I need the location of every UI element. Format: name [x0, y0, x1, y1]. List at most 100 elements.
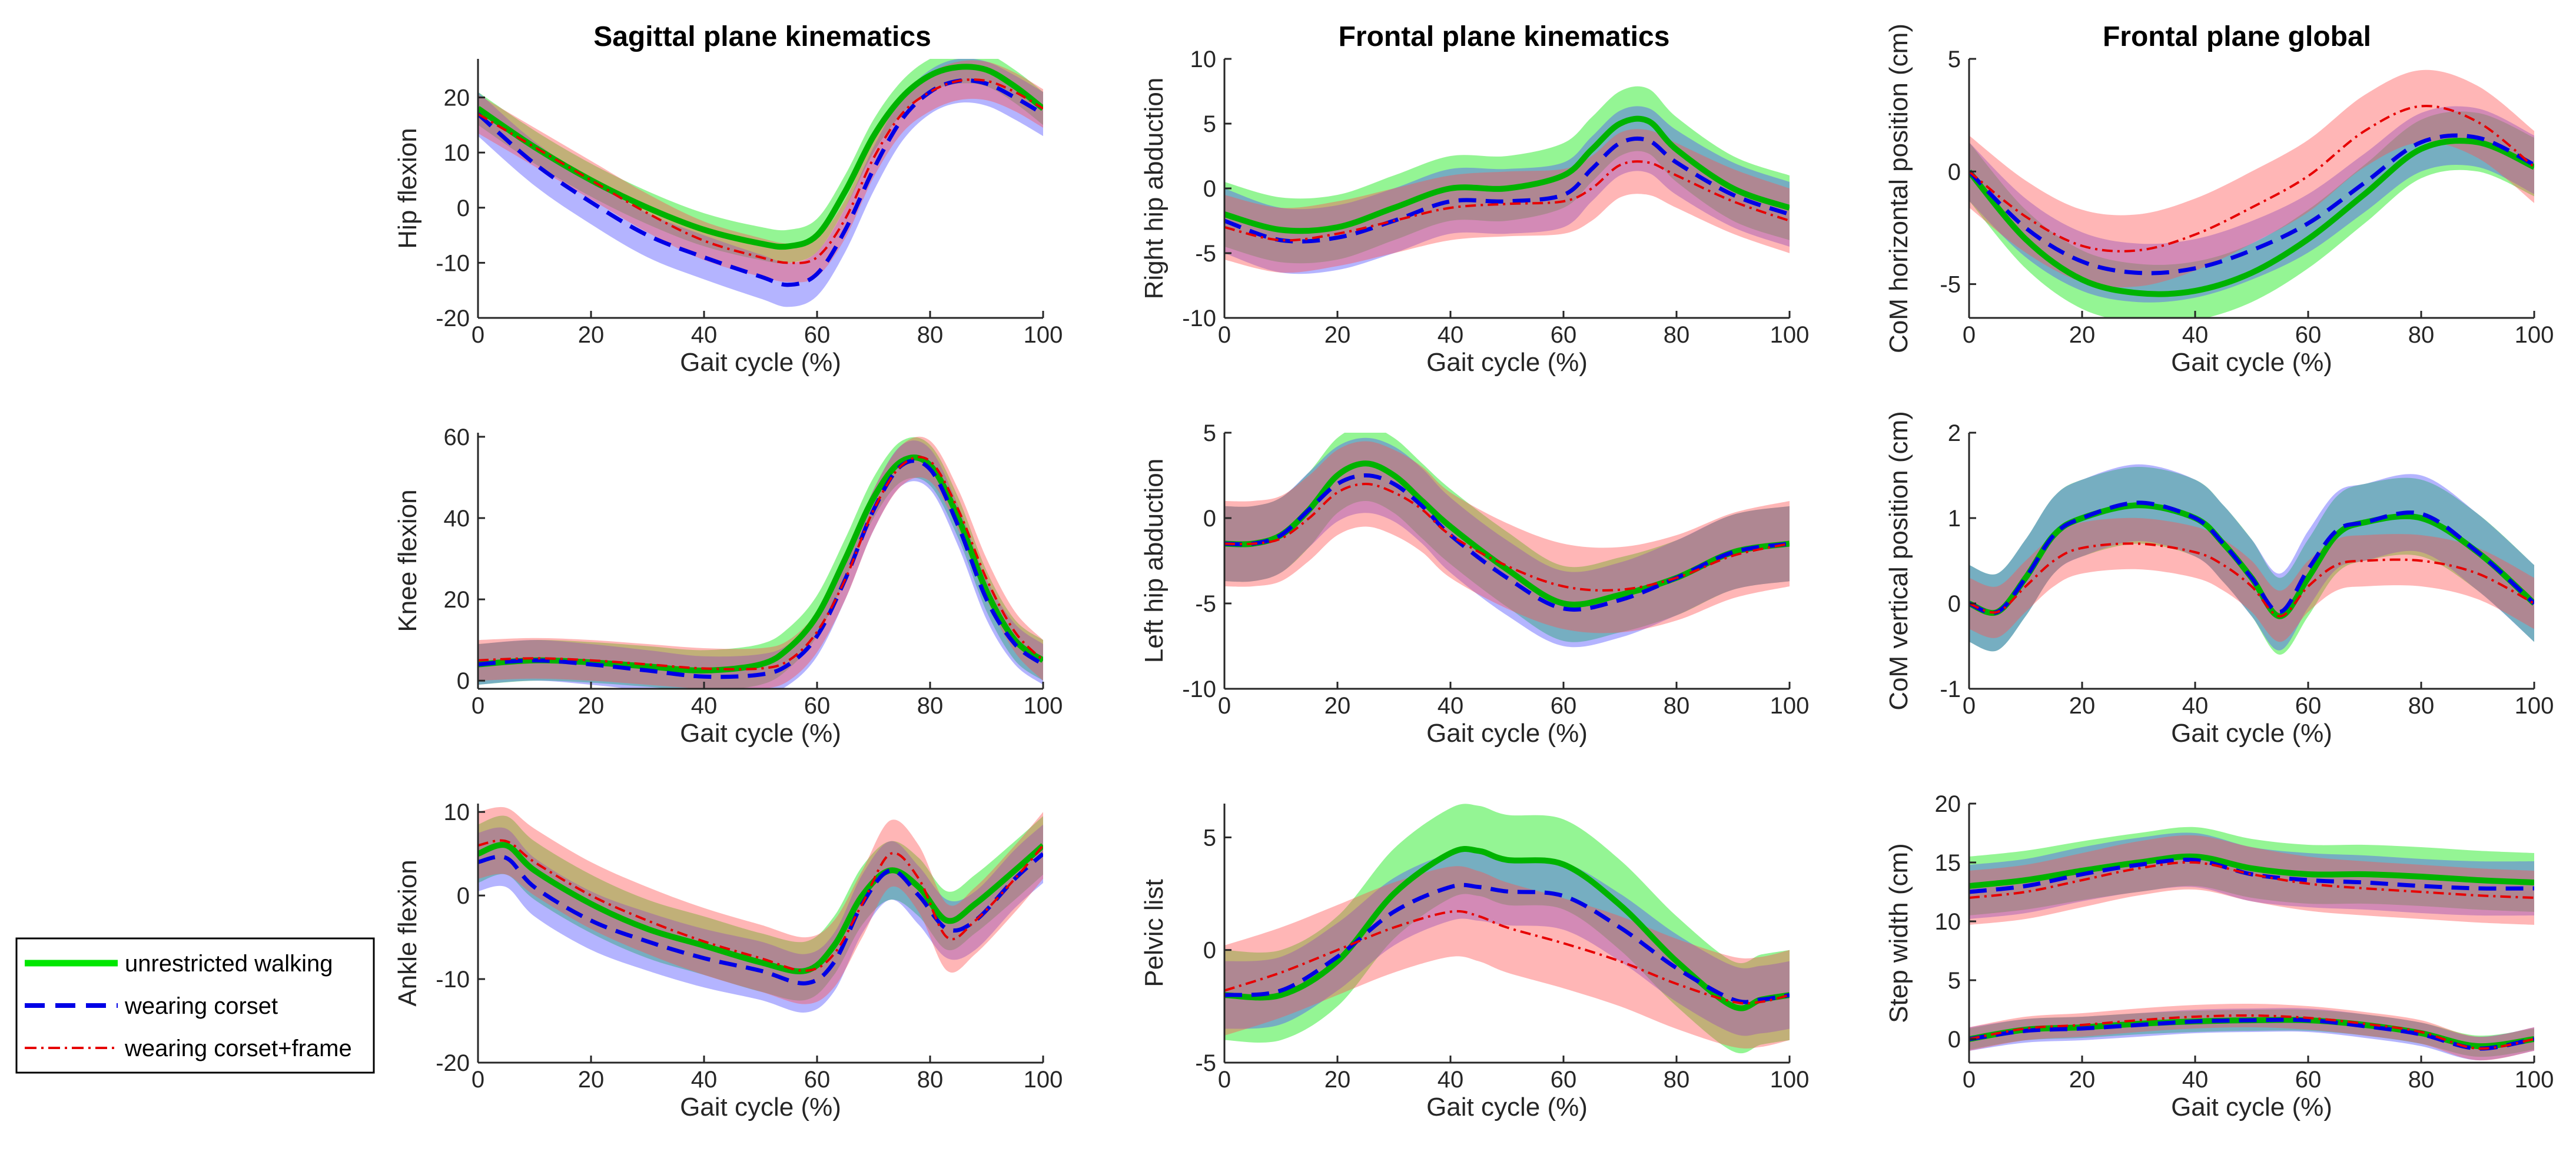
y-tick-label: 40 [444, 506, 470, 532]
x-tick-label: 100 [1024, 1067, 1063, 1093]
x-tick-label: 100 [2515, 322, 2554, 348]
x-tick-label: 20 [2069, 322, 2096, 348]
y-tick-label: 0 [1203, 506, 1216, 532]
x-tick-label: 40 [2182, 693, 2209, 719]
x-tick-label: 0 [472, 322, 484, 348]
x-tick-label: 60 [1551, 1067, 1577, 1093]
column-titles: Sagittal plane kinematics Frontal plane … [593, 21, 2371, 52]
sd-band-unrestricted-walking [478, 59, 1043, 264]
series-line-wearing-corset [478, 852, 1043, 986]
y-axis-label: Right hip abduction [1140, 78, 1169, 300]
series-line-wearing-corset [1969, 857, 2534, 894]
y-axis-label: CoM vertical position (cm) [1884, 411, 1913, 711]
plot-area [1969, 464, 2534, 655]
x-tick-label: 100 [1024, 322, 1063, 348]
y-tick-label: 0 [1948, 159, 1961, 185]
series-line-wearing-corset-frame [1969, 861, 2534, 899]
x-tick-label: 20 [2069, 1067, 2096, 1093]
x-tick-label: 60 [1551, 322, 1577, 348]
sd-band-wearing-corset [1969, 1008, 2534, 1061]
sd-band-unrestricted-walking [1969, 111, 2534, 318]
x-tick-label: 20 [578, 322, 605, 348]
x-tick-label: 80 [917, 1067, 944, 1093]
x-tick-label: 20 [578, 693, 605, 719]
x-axis-label: Gait cycle (%) [2171, 348, 2332, 377]
x-tick-label: 60 [2295, 322, 2322, 348]
x-tick-label: 80 [2408, 1067, 2435, 1093]
plot-area [1224, 433, 1790, 648]
x-tick-label: 80 [917, 322, 944, 348]
sd-band-wearing-corset-frame [1224, 866, 1790, 1048]
x-tick-label: 0 [1218, 322, 1231, 348]
x-tick-label: 0 [1963, 322, 1976, 348]
y-axis-label: Hip flexion [393, 128, 422, 248]
x-axis-label: Gait cycle (%) [1426, 1093, 1588, 1121]
series-line-wearing-corset [478, 459, 1043, 679]
sd-band-unrestricted-walking [1969, 467, 2534, 655]
y-tick-label: 0 [457, 195, 470, 221]
y-axis-label: Ankle flexion [393, 860, 422, 1006]
x-tick-label: 0 [1963, 693, 1976, 719]
y-axis-label: Knee flexion [393, 489, 422, 632]
y-tick-label: 15 [1935, 850, 1961, 876]
series-line-wearing-corset-frame [1224, 160, 1790, 242]
sd-band-wearing-corset [1969, 106, 2534, 303]
y-tick-label: 10 [444, 140, 470, 166]
y-tick-label: 5 [1948, 47, 1961, 72]
x-tick-label: 80 [2408, 693, 2435, 719]
sd-band-wearing-corset-frame [478, 807, 1043, 1004]
legend-label-corset-frame: wearing corset+frame [124, 1036, 352, 1061]
y-tick-label: 2 [1948, 420, 1961, 446]
y-tick-label: 0 [1203, 176, 1216, 202]
y-tick-label: -10 [436, 250, 470, 276]
x-tick-label: 100 [1770, 693, 1810, 719]
y-tick-label: 5 [1203, 420, 1216, 446]
y-tick-label: -20 [436, 306, 470, 331]
x-tick-label: 100 [1770, 322, 1810, 348]
col-title-global: Frontal plane global [2103, 21, 2371, 52]
x-tick-label: 20 [2069, 693, 2096, 719]
panel-0: 0 20 40 60 80 100 -20 -10 0 10 20 Gait cycle (%) Hip… [393, 59, 1063, 377]
series-line-unrestricted-walking [478, 454, 1043, 673]
x-tick-label: 0 [1218, 693, 1231, 719]
y-axis-label: Left hip abduction [1140, 459, 1169, 663]
y-tick-label: 20 [444, 587, 470, 613]
x-tick-label: 20 [1324, 1067, 1351, 1093]
sd-band-wearing-corset-frame [1969, 1003, 2534, 1061]
sd-band-wearing-corset-frame [478, 60, 1043, 283]
series-line-wearing-corset-frame [478, 78, 1043, 264]
panel-8: 0 20 40 60 80 100 0 5 10 15 20 Gait cycle (%) Step w… [1884, 791, 2554, 1121]
x-tick-label: 60 [804, 693, 831, 719]
y-tick-label: 1 [1948, 506, 1961, 532]
x-tick-label: 80 [1664, 693, 1690, 719]
panel-4: 0 20 40 60 80 100 -10 -5 0 5 Gait cycle (%) Left hi… [1140, 420, 1809, 748]
x-tick-label: 40 [691, 693, 718, 719]
x-tick-label: 100 [1770, 1067, 1810, 1093]
x-tick-label: 40 [1438, 1067, 1464, 1093]
panel-6: 0 20 40 60 80 100 -20 -10 0 10 Gait cycle (%) Ankle… [393, 799, 1063, 1121]
sd-band-wearing-corset [478, 59, 1043, 307]
x-tick-label: 100 [1024, 693, 1063, 719]
series-line-wearing-corset-frame [478, 839, 1043, 972]
y-tick-label: 0 [1203, 938, 1216, 964]
col-title-frontal: Frontal plane kinematics [1339, 21, 1670, 52]
series-line-wearing-corset-frame [1969, 542, 2534, 618]
x-tick-label: 40 [1438, 693, 1464, 719]
series-line-wearing-corset-frame [478, 456, 1043, 671]
plot-area [478, 59, 1043, 307]
y-tick-label: 20 [1935, 791, 1961, 817]
x-axis-label: Gait cycle (%) [2171, 719, 2332, 748]
y-tick-label: -5 [1195, 591, 1216, 617]
x-tick-label: 100 [2515, 1067, 2554, 1093]
sd-band-wearing-corset [478, 440, 1043, 689]
sd-band-unrestricted-walking [1224, 804, 1790, 1054]
x-tick-label: 40 [2182, 1067, 2209, 1093]
x-tick-label: 0 [1218, 1067, 1231, 1093]
x-tick-label: 40 [1438, 322, 1464, 348]
series-line-wearing-corset-frame [1969, 1014, 2534, 1050]
series-line-wearing-corset [1969, 133, 2534, 276]
y-tick-label: 5 [1203, 111, 1216, 137]
series-line-unrestricted-walking [1224, 115, 1790, 234]
series-line-unrestricted-walking [1969, 138, 2534, 297]
